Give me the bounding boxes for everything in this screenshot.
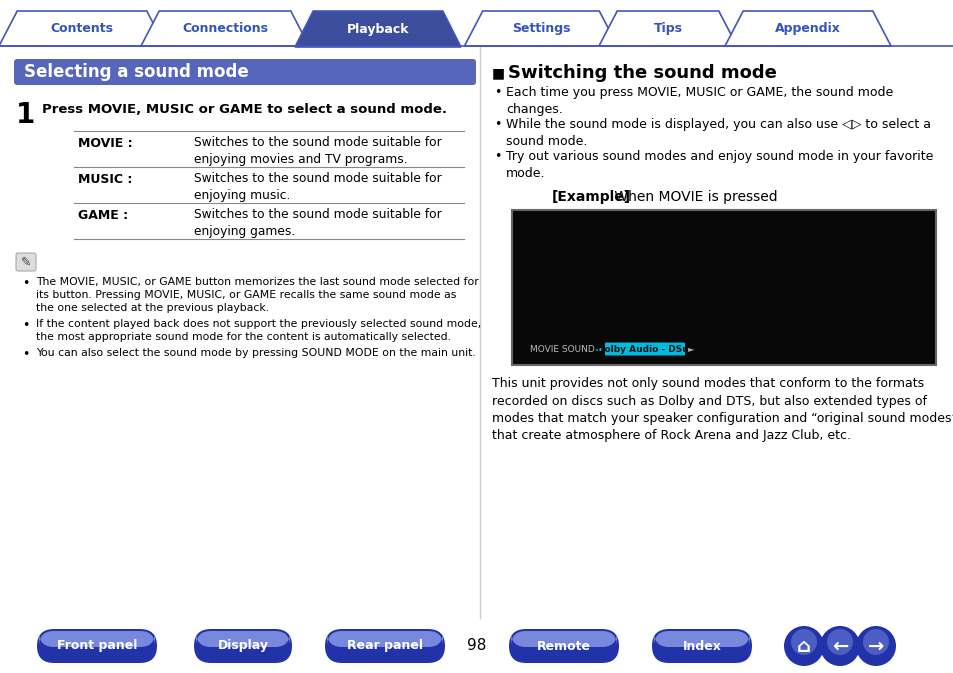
- Text: MOVIE SOUND: MOVIE SOUND: [530, 345, 594, 353]
- Polygon shape: [464, 11, 617, 46]
- Polygon shape: [294, 11, 460, 47]
- FancyBboxPatch shape: [327, 631, 442, 647]
- FancyBboxPatch shape: [37, 629, 157, 663]
- Text: When MOVIE is pressed: When MOVIE is pressed: [609, 190, 777, 204]
- FancyBboxPatch shape: [193, 629, 292, 663]
- Text: 1: 1: [16, 101, 35, 129]
- Text: Rear panel: Rear panel: [347, 639, 422, 653]
- Text: 98: 98: [467, 639, 486, 653]
- FancyBboxPatch shape: [195, 631, 290, 647]
- Text: ►: ►: [687, 345, 694, 353]
- Polygon shape: [598, 11, 737, 46]
- Polygon shape: [0, 11, 165, 46]
- Text: Dolby Audio - DSur: Dolby Audio - DSur: [597, 345, 693, 353]
- Text: GAME :: GAME :: [78, 209, 128, 222]
- Circle shape: [862, 629, 888, 655]
- Text: Playback: Playback: [346, 22, 409, 36]
- Text: •: •: [22, 277, 30, 290]
- Text: Remote: Remote: [537, 639, 590, 653]
- FancyBboxPatch shape: [654, 631, 749, 647]
- FancyBboxPatch shape: [325, 629, 444, 663]
- Circle shape: [783, 626, 823, 666]
- Text: Index: Index: [681, 639, 720, 653]
- Circle shape: [855, 626, 895, 666]
- Text: ⌂: ⌂: [796, 637, 810, 656]
- Polygon shape: [141, 11, 309, 46]
- Text: Switches to the sound mode suitable for
enjoying music.: Switches to the sound mode suitable for …: [193, 172, 441, 202]
- FancyBboxPatch shape: [604, 343, 684, 355]
- Text: →: →: [867, 637, 883, 656]
- Circle shape: [820, 626, 859, 666]
- Bar: [512, 210, 935, 365]
- Text: This unit provides not only sound modes that conform to the formats
recorded on : This unit provides not only sound modes …: [492, 377, 953, 443]
- Text: Tips: Tips: [653, 22, 681, 35]
- Text: •: •: [494, 150, 501, 163]
- Text: Contents: Contents: [51, 22, 113, 35]
- Text: You can also select the sound mode by pressing SOUND MODE on the main unit.: You can also select the sound mode by pr…: [36, 348, 476, 358]
- Text: Try out various sound modes and enjoy sound mode in your favorite
mode.: Try out various sound modes and enjoy so…: [505, 150, 932, 180]
- Text: The MOVIE, MUSIC, or GAME button memorizes the last sound mode selected for
its : The MOVIE, MUSIC, or GAME button memoriz…: [36, 277, 478, 312]
- Text: MOVIE :: MOVIE :: [78, 137, 132, 150]
- Circle shape: [826, 629, 852, 655]
- Circle shape: [790, 629, 816, 655]
- FancyBboxPatch shape: [16, 253, 36, 271]
- Text: •: •: [22, 348, 30, 361]
- Text: Front panel: Front panel: [57, 639, 137, 653]
- Text: •: •: [22, 319, 30, 332]
- Text: Appendix: Appendix: [774, 22, 840, 35]
- Text: Press MOVIE, MUSIC or GAME to select a sound mode.: Press MOVIE, MUSIC or GAME to select a s…: [42, 103, 447, 116]
- Text: Switches to the sound mode suitable for
enjoying movies and TV programs.: Switches to the sound mode suitable for …: [193, 136, 441, 166]
- Text: While the sound mode is displayed, you can also use ◁▷ to select a
sound mode.: While the sound mode is displayed, you c…: [505, 118, 930, 148]
- Text: If the content played back does not support the previously selected sound mode,
: If the content played back does not supp…: [36, 319, 480, 342]
- Text: Selecting a sound mode: Selecting a sound mode: [24, 63, 249, 81]
- Text: MUSIC :: MUSIC :: [78, 173, 132, 186]
- Text: ←: ←: [831, 637, 847, 656]
- Text: Each time you press MOVIE, MUSIC or GAME, the sound mode
changes.: Each time you press MOVIE, MUSIC or GAME…: [505, 86, 892, 116]
- Polygon shape: [724, 11, 890, 46]
- FancyBboxPatch shape: [14, 59, 476, 85]
- Text: Settings: Settings: [511, 22, 570, 35]
- Text: Switching the sound mode: Switching the sound mode: [507, 64, 776, 82]
- Text: ◄: ◄: [595, 345, 601, 353]
- Text: •: •: [494, 86, 501, 99]
- FancyBboxPatch shape: [39, 631, 154, 647]
- Text: Connections: Connections: [182, 22, 268, 35]
- Text: ✎: ✎: [21, 256, 31, 269]
- FancyBboxPatch shape: [509, 629, 618, 663]
- FancyBboxPatch shape: [511, 631, 617, 647]
- FancyBboxPatch shape: [651, 629, 751, 663]
- Text: Display: Display: [217, 639, 268, 653]
- Text: Switches to the sound mode suitable for
enjoying games.: Switches to the sound mode suitable for …: [193, 208, 441, 238]
- Text: •: •: [494, 118, 501, 131]
- Text: [Example]: [Example]: [552, 190, 631, 204]
- Text: ■: ■: [492, 66, 504, 80]
